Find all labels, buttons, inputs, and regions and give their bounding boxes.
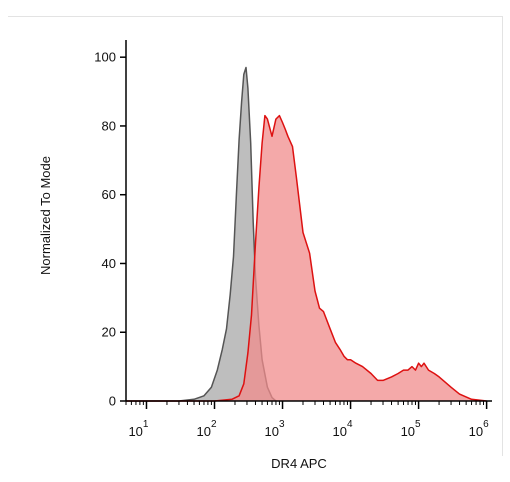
y-tick-label: 100 bbox=[94, 50, 116, 65]
x-tick-label: 103 bbox=[265, 419, 285, 439]
x-tick-label: 102 bbox=[196, 419, 216, 439]
x-tick-label: 105 bbox=[401, 419, 421, 439]
y-tick-label: 80 bbox=[102, 118, 116, 133]
x-tick-label: 104 bbox=[333, 419, 353, 439]
series-line-2 bbox=[126, 114, 487, 402]
series-area-1 bbox=[126, 67, 276, 401]
y-tick-label: 40 bbox=[102, 256, 116, 271]
ticks-layer: 0 20 40 60 80 100 101 102 103 104 105 106 bbox=[94, 50, 489, 439]
x-tick-label: 101 bbox=[128, 419, 148, 439]
y-tick-label: 20 bbox=[102, 325, 116, 340]
y-axis-title: Normalized To Mode bbox=[38, 156, 53, 275]
y-tick-label: 60 bbox=[102, 187, 116, 202]
x-axis-title: DR4 APC bbox=[271, 456, 327, 471]
chart-frame bbox=[8, 16, 503, 456]
x-tick-label: 106 bbox=[469, 419, 489, 439]
y-tick-label: 0 bbox=[109, 394, 116, 409]
series-area-2 bbox=[126, 115, 487, 401]
series-layer bbox=[126, 66, 487, 402]
